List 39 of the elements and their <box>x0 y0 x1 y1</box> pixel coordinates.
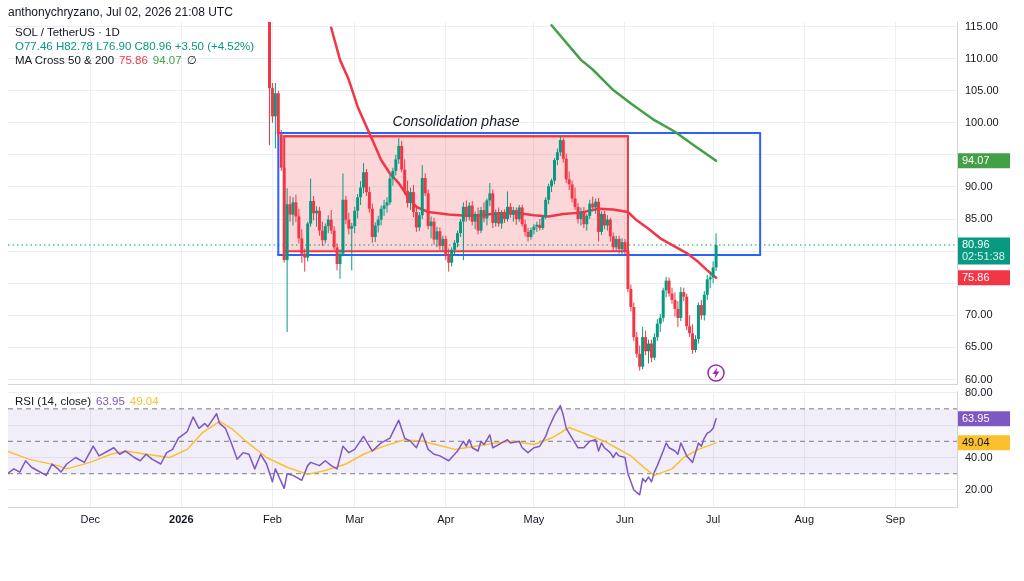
y-tick-label: 110.00 <box>965 51 998 64</box>
y-tick-label: 90.00 <box>965 179 993 192</box>
x-tick-label: Aug <box>794 513 815 526</box>
text: MA Cross 50 & 200 <box>15 53 115 67</box>
x-tick-label: Mar <box>345 513 365 526</box>
annotation: 75.86 <box>119 53 148 67</box>
y-tick-label: 80.00 <box>965 385 993 398</box>
text: 63.95 <box>962 411 990 424</box>
y-tick-label: 115.00 <box>965 19 998 32</box>
text: 94.07 <box>962 153 990 166</box>
text: 49.04 <box>962 435 990 448</box>
x-tick-label: 2026 <box>169 513 194 526</box>
y-tick-label: 40.00 <box>965 450 993 463</box>
y-tick-label: 105.00 <box>965 83 999 96</box>
x-tick-label: Sep <box>885 513 906 526</box>
y-tick-label: 100.00 <box>965 115 999 128</box>
chart-title: SOL / TetherUS · 1D <box>15 25 120 39</box>
x-tick-label: Jun <box>616 513 634 526</box>
ref-line-label: 80.96 <box>962 238 990 251</box>
y-tick-label: 20.00 <box>965 482 993 495</box>
y-tick-label: 85.00 <box>965 212 993 225</box>
y-tick-label: 70.00 <box>965 308 993 321</box>
y-tick-label: 65.00 <box>965 340 993 353</box>
annotation: ∅ <box>186 53 197 67</box>
annotation: 49.04 <box>129 394 159 408</box>
x-tick-label: May <box>523 513 545 526</box>
annotation: 63.95 <box>96 394 125 408</box>
text: 02:51:38 <box>962 250 1005 263</box>
x-tick-label: Dec <box>80 513 101 526</box>
annotation: 94.07 <box>152 53 182 67</box>
x-tick-label: Jul <box>706 513 721 526</box>
x-tick-label: Feb <box>262 513 282 526</box>
text: 75.86 <box>962 270 990 283</box>
y-tick-label: 60.00 <box>965 372 993 385</box>
x-tick-label: Apr <box>437 513 455 526</box>
annotation: O77.46 H82.78 L76.90 C80.96 +3.50 (+4.52%) <box>15 39 255 53</box>
chart-title: RSI (14, close) <box>15 394 92 408</box>
text: anthonychryzano, Jul 02, 2026 21:08 UTC <box>8 5 233 19</box>
series-label: Consolidation phase <box>392 113 520 130</box>
